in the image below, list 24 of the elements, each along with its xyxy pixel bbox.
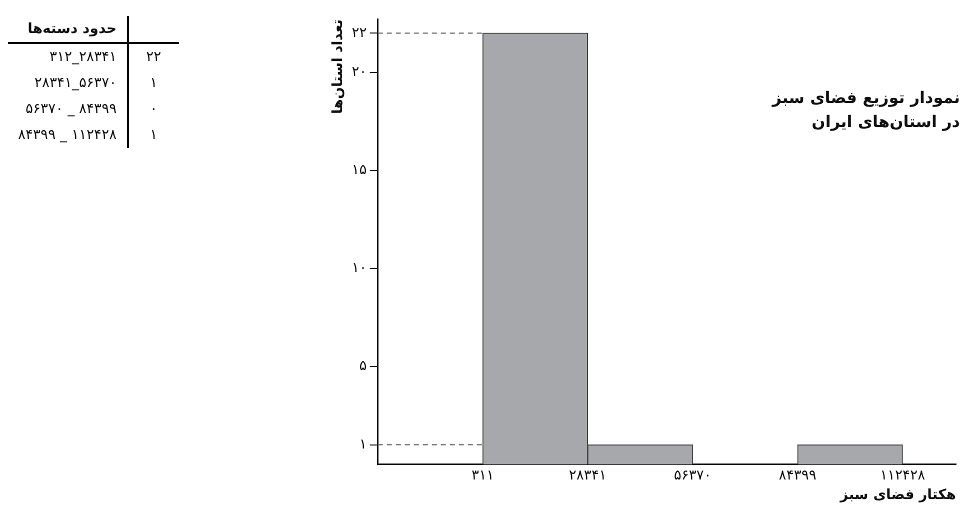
x-tick-label: ۵۶۳۷۰ xyxy=(674,467,712,484)
y-tick-label: ۵ xyxy=(359,358,367,374)
y-tick-label: ۲۰ xyxy=(352,64,367,80)
text: در استان‌های ایران xyxy=(810,111,960,133)
y-tick-label: ۱۰ xyxy=(352,260,367,276)
text: ۵۶۳۷۰ _ ۸۴۳۹۹ xyxy=(24,100,118,119)
y-tick-label: ۱۵ xyxy=(352,162,367,178)
x-tick-label: ۱۱۲۴۲۸ xyxy=(880,467,926,484)
y-tick-label: ۱ xyxy=(359,436,367,452)
y-tick-label: ۲۲ xyxy=(352,24,367,41)
text: ۰ xyxy=(128,96,179,122)
x-tick-label: ۳۱۱ xyxy=(471,467,494,484)
text: ۸۴۳۹۹ _ ۱۱۲۴۲۸ xyxy=(17,126,118,145)
text: نمودار توزیع فضای سبز xyxy=(772,87,960,109)
x-tick-label: ۸۴۳۹۹ xyxy=(778,467,816,484)
text: حدود دسته‌ها xyxy=(8,16,128,43)
text: ۱ xyxy=(128,122,179,148)
text: ۲۲ xyxy=(128,43,179,70)
y-axis-title: تعداد استان‌ها xyxy=(330,19,346,114)
text: ۳۱۲_۲۸۳۴۱ xyxy=(48,48,118,67)
text: ۲۸۳۴۱_۵۶۳۷۰ xyxy=(33,74,118,93)
text: ۱ xyxy=(128,70,179,96)
x-axis-title: هکتار فضای سبز xyxy=(839,487,956,504)
x-tick-label: ۲۸۳۴۱ xyxy=(568,467,606,484)
